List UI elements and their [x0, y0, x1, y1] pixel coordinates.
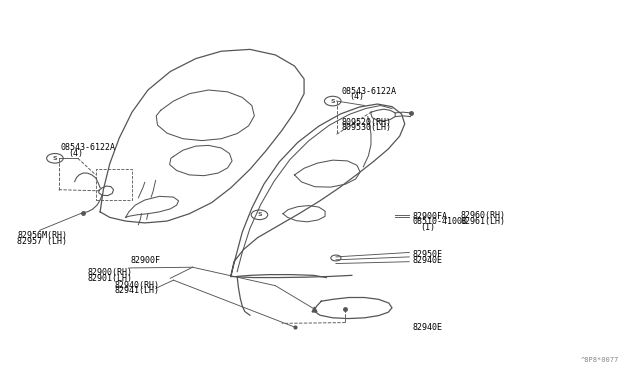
Text: 82900FA: 82900FA — [412, 212, 447, 221]
Text: 82950F: 82950F — [412, 250, 442, 259]
Text: (4): (4) — [349, 92, 364, 101]
Text: 82900F: 82900F — [130, 256, 160, 265]
Text: 82901(LH): 82901(LH) — [88, 273, 132, 282]
Text: 82960(RH): 82960(RH) — [460, 211, 505, 220]
Text: S: S — [257, 212, 262, 217]
Text: (4): (4) — [68, 148, 83, 158]
Text: 82941(LH): 82941(LH) — [115, 286, 160, 295]
Text: S: S — [330, 99, 335, 103]
Text: 809520(RH): 809520(RH) — [341, 118, 391, 127]
Text: 08510-41000: 08510-41000 — [412, 217, 467, 227]
Text: ^8P8*0077: ^8P8*0077 — [581, 357, 620, 363]
Text: (1): (1) — [420, 223, 436, 232]
Text: 82961(LH): 82961(LH) — [460, 217, 505, 226]
Text: 08543-6122A: 08543-6122A — [61, 143, 116, 152]
Text: 82900(RH): 82900(RH) — [88, 268, 132, 277]
Text: 82956M(RH): 82956M(RH) — [17, 231, 67, 240]
Text: 809530(LH): 809530(LH) — [341, 123, 391, 132]
Text: 82940E: 82940E — [412, 323, 442, 331]
Text: S: S — [52, 156, 57, 161]
Text: 82957 (LH): 82957 (LH) — [17, 237, 67, 246]
Text: 82940E: 82940E — [412, 256, 442, 265]
Text: 82940(RH): 82940(RH) — [115, 281, 160, 290]
Text: 08543-6122A: 08543-6122A — [341, 87, 396, 96]
